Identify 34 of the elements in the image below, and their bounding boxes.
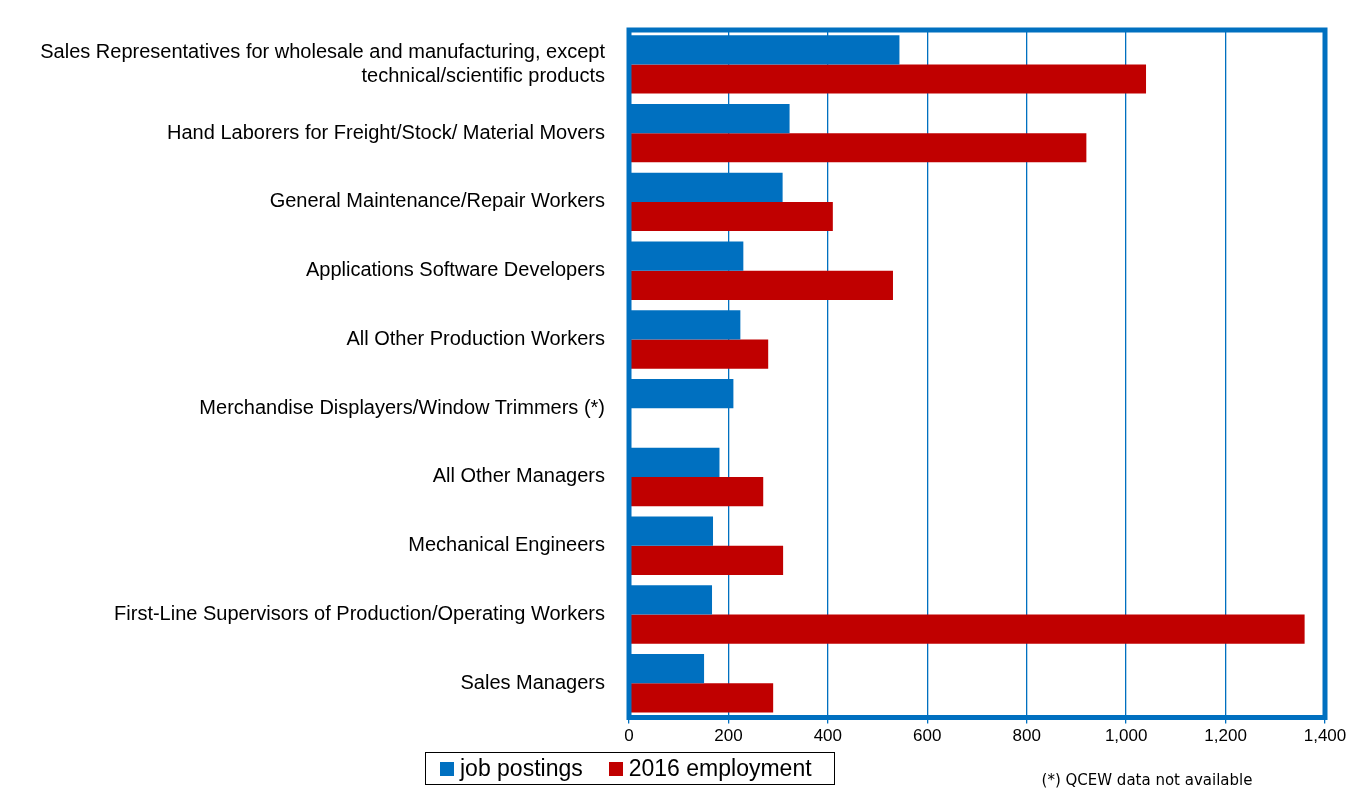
x-tick-label: 800 (1012, 726, 1041, 746)
x-tick-label: 1,000 (1104, 726, 1148, 746)
y-tick-label: Merchandise Displayers/Window Trimmers (*) (199, 395, 605, 418)
y-tick-label: Hand Laborers for Freight/Stock/ Material Movers (167, 120, 605, 143)
y-tick-label: Mechanical Engineers (408, 533, 605, 556)
bar (629, 270, 893, 300)
bar (629, 64, 1147, 94)
bar (629, 585, 713, 615)
y-tick-label: Applications Software Developers (305, 258, 605, 281)
bar (629, 516, 714, 546)
y-tick-label: First-Line Supervisors of Production/Operating Workers (114, 601, 605, 624)
text: (*) QCEW data not available (1041, 771, 1253, 789)
legend-label: job postings (460, 755, 583, 782)
bar (629, 133, 1087, 163)
y-tick-label: All Other Production Workers (346, 326, 605, 349)
x-tick-label: 400 (813, 726, 843, 746)
x-tick-label: 1,200 (1204, 726, 1247, 746)
x-tick-label: 200 (714, 726, 743, 746)
y-tick-label: General Maintenance/Repair Workers (269, 189, 605, 212)
bar (629, 545, 784, 575)
bar (629, 614, 1305, 644)
bar (629, 339, 769, 369)
bar (629, 447, 720, 477)
legend-label: 2016 employment (628, 755, 812, 782)
y-tick-label: Sales Representatives for wholesale and manufacturing, except technical/scientific products (40, 39, 606, 86)
x-tick-label: 600 (913, 726, 942, 746)
bar (629, 654, 705, 684)
x-tick-label: 1,400 (1303, 726, 1347, 746)
bar (629, 683, 774, 713)
x-tick-label: 0 (624, 726, 634, 746)
y-tick-label: Sales Managers (460, 670, 605, 693)
y-tick-label: All Other Managers (432, 464, 605, 487)
bar (629, 201, 833, 232)
bar (629, 476, 764, 507)
